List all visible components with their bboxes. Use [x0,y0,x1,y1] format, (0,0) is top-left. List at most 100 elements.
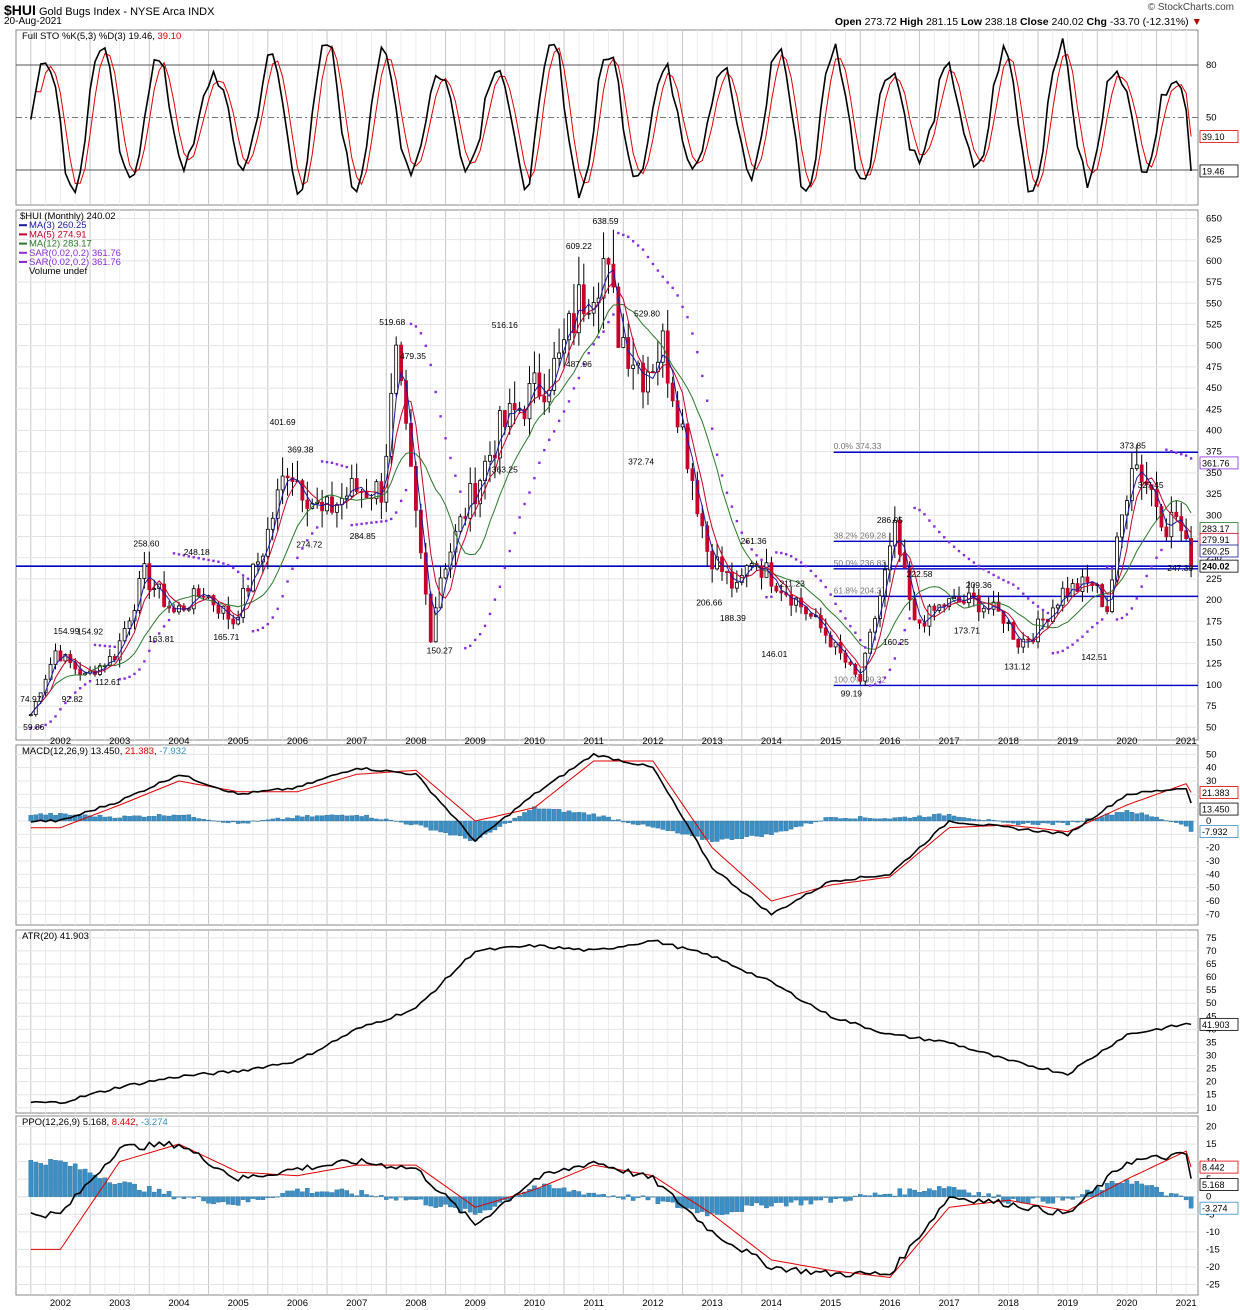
atr-tag: 41.903 [1199,1017,1239,1031]
macd-main-line [30,752,1192,916]
ppo-hist-bar [1178,1195,1184,1197]
macd-hist-bar [260,820,266,822]
ppo-hist-bar [586,1192,592,1197]
macd-hist-bar [72,814,78,822]
sar-dot [44,723,47,727]
credit-link[interactable]: © StockCharts.com [1147,2,1234,13]
ppo-hist-bar [334,1189,340,1197]
candle-body [1006,622,1011,624]
ppo-hist-bar [206,1196,211,1204]
macd-hist-bar [625,820,631,824]
sar-dot [291,567,294,570]
macd-hist-bar [122,815,127,822]
sar-dot [108,645,112,648]
ppo-tag-signal-box [1199,1160,1239,1174]
macd-histogram [28,806,1194,842]
year-label-mid: 2006 [287,736,308,747]
sar-dot [656,269,660,272]
ppo-hist-bar [1159,1191,1164,1197]
ppo-hist-bar [1025,1196,1031,1204]
sar-dot [893,657,897,660]
sar-dot [710,427,714,430]
sar-dot [1130,607,1134,610]
price-annotation: 286.05 [877,515,903,525]
ppo-tag-main-text: 5.168 [1202,1180,1225,1190]
candle-body [256,561,260,565]
macd-hist-bar [418,820,424,826]
macd-hist-bar [1016,820,1021,826]
candle-body [1055,604,1060,609]
candle-body [967,592,971,604]
candle-body [488,454,492,462]
ppo-hist-bar [305,1187,310,1197]
sar-dot [666,281,669,284]
ppo-hist-bar [576,1191,582,1197]
candle-body [932,605,937,611]
sar-dot [854,631,857,634]
candle-body [137,578,142,611]
sar-dot [385,519,388,523]
macd-hist-bar [1188,820,1194,832]
sar-dot [750,548,753,551]
macd-hist-bar [645,820,651,827]
macd-hist-bar [1011,820,1016,824]
ppo-tick: -5 [1206,1209,1214,1220]
macd-tag-signal-text: 21.383 [1202,788,1230,798]
macd-hist-bar [680,820,685,835]
price-annotation: 373.85 [1120,441,1146,451]
sar-dot [878,681,882,684]
ppo-hist-bar [912,1189,917,1197]
sar-dot [69,696,72,699]
candle-body [1105,606,1110,612]
ppo-hist-bar [537,1187,542,1197]
low-label: Low [961,16,982,28]
candle-body [552,357,557,391]
year-label-bottom: 2018 [998,1298,1019,1309]
index-name: Gold Bugs Index - NYSE Arca INDX [38,6,215,18]
macd-hist-bar [1154,816,1159,822]
macd-hist-bar [759,820,764,837]
sar-dot [789,554,793,558]
macd-hist-bar [319,815,325,822]
sar-dot [113,645,116,649]
ppo-hist-bar [1109,1180,1115,1197]
sar-dot [167,618,171,622]
sar-dot [399,499,403,503]
candle-body [1115,536,1119,581]
ppo-hist-bar [941,1188,947,1197]
sar-dot [513,531,516,535]
ppo-tick: -10 [1206,1227,1220,1238]
sar-dot [261,626,265,629]
close-value: 240.02 [1051,16,1084,28]
macd-hist-bar [512,817,517,822]
candle-body [265,528,270,557]
sar-dot [172,552,176,555]
candle-body [690,468,695,481]
ppo-hist-bar [1094,1187,1100,1197]
ppo-hist-bar [196,1196,201,1198]
ppo-hist-bar [1065,1196,1070,1199]
sar-dot [311,532,314,535]
macd-hist-bar [344,815,350,822]
price-tag-ma3-box [1199,544,1239,558]
ppo-hist-bar [137,1190,142,1197]
ppo-hist-bar [932,1190,937,1197]
price-tag-sar-box [1199,456,1239,470]
sto-d-line [30,44,1192,189]
ppo-hist-bar [803,1196,809,1201]
sar-dot [577,376,581,380]
sar-dot [676,294,679,297]
macd-hist-bar [1001,820,1006,823]
macd-hist-bar [63,813,68,822]
macd-hist-bar [709,820,715,842]
price-annotation: 165.71 [213,632,239,642]
candle-body [576,284,581,334]
macd-hist-bar [48,813,53,822]
sar-dot [390,517,393,521]
ppo-hist-bar [438,1196,443,1207]
sar-dot [217,560,220,563]
macd-hist-bar [848,818,853,822]
sar-dot [592,343,595,346]
fib-label: 50.0% 236.83 [834,558,887,568]
